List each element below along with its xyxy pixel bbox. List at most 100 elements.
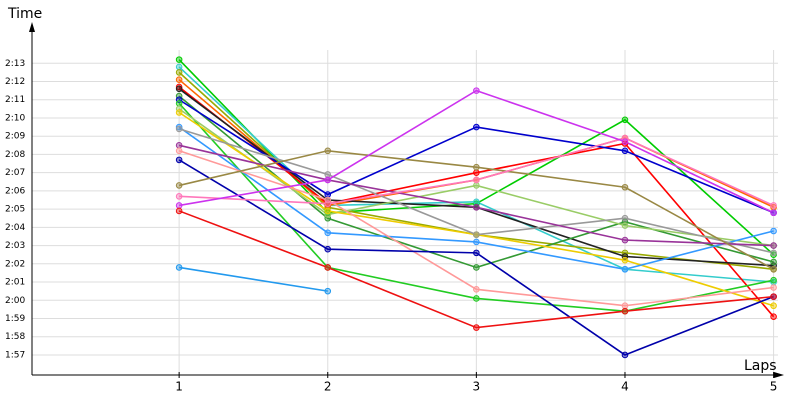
point <box>175 207 183 215</box>
point <box>621 265 629 273</box>
y-axis-label: Time <box>7 6 42 22</box>
x-tick-label: 5 <box>770 380 778 394</box>
series-line <box>178 86 775 318</box>
point <box>770 276 777 284</box>
point <box>770 265 777 273</box>
point <box>473 182 480 189</box>
point <box>621 302 629 310</box>
point <box>770 293 777 300</box>
point <box>770 209 777 217</box>
x-tick-label: 2 <box>324 380 332 394</box>
point <box>175 123 183 131</box>
point <box>473 324 480 331</box>
point <box>621 222 629 229</box>
point <box>621 214 629 222</box>
y-tick-label: 2:03 <box>5 241 25 251</box>
x-tick-label: 4 <box>621 380 629 394</box>
point <box>175 63 183 71</box>
point <box>175 193 183 200</box>
point <box>473 169 480 176</box>
point <box>175 156 183 164</box>
y-tick-label: 2:04 <box>5 223 25 233</box>
point <box>324 191 332 198</box>
x-tick-label: 3 <box>473 380 481 394</box>
point <box>324 229 332 237</box>
point <box>770 302 777 310</box>
point <box>175 142 183 149</box>
point <box>175 100 183 107</box>
series-line <box>178 128 774 254</box>
series-line <box>178 126 774 271</box>
y-tick-label: 2:11 <box>5 95 25 105</box>
point <box>175 109 183 116</box>
point <box>324 287 332 295</box>
y-axis-arrow <box>29 22 35 32</box>
point <box>770 202 777 209</box>
point <box>175 125 183 133</box>
point <box>621 236 629 244</box>
point <box>621 183 629 191</box>
y-tick-label: 1:58 <box>5 332 25 342</box>
series-line <box>178 144 774 247</box>
y-tick-label: 2:01 <box>5 278 25 288</box>
y-tick-label: 2:09 <box>5 132 25 142</box>
point <box>473 87 480 94</box>
y-tick-label: 2:07 <box>5 168 25 178</box>
point <box>175 69 183 76</box>
y-tick-label: 1:57 <box>5 350 25 360</box>
point <box>621 138 629 145</box>
series-line <box>179 137 774 207</box>
y-tick-label: 2:05 <box>5 205 25 215</box>
point <box>473 295 480 302</box>
point <box>473 249 480 257</box>
x-axis-label: Laps <box>744 358 777 374</box>
series-line <box>178 150 774 307</box>
point <box>473 176 480 184</box>
y-tick-label: 2:10 <box>5 113 25 123</box>
point <box>621 116 629 124</box>
point <box>770 251 777 258</box>
point <box>770 242 777 249</box>
y-tick-label: 2:06 <box>5 186 25 196</box>
point <box>473 123 480 131</box>
y-tick-label: 2:12 <box>5 77 25 87</box>
point <box>770 284 777 291</box>
series-line <box>178 102 774 313</box>
point <box>324 264 332 271</box>
point <box>473 264 480 271</box>
point <box>324 171 332 178</box>
x-axis-arrow <box>774 372 784 378</box>
point <box>473 203 480 211</box>
point <box>175 56 183 63</box>
point <box>621 147 629 155</box>
point <box>621 307 629 315</box>
y-tick-label: 2:13 <box>5 59 25 69</box>
y-tick-label: 2:08 <box>5 150 25 160</box>
point <box>175 147 183 155</box>
series-line <box>178 149 774 270</box>
point <box>770 227 777 235</box>
y-tick-label: 2:00 <box>5 296 25 306</box>
point <box>770 249 777 257</box>
point <box>621 351 629 359</box>
point <box>175 76 183 83</box>
series-line <box>178 210 774 329</box>
series-line <box>178 89 774 214</box>
point <box>621 256 629 264</box>
point <box>324 176 332 184</box>
series-line <box>178 108 774 247</box>
point <box>770 313 777 320</box>
series-line <box>179 266 328 292</box>
point <box>473 231 480 238</box>
point <box>175 182 183 189</box>
point <box>473 238 480 246</box>
x-tick-label: 1 <box>175 380 183 394</box>
point <box>473 163 480 171</box>
point <box>324 147 332 155</box>
y-tick-label: 2:02 <box>5 259 25 269</box>
y-tick-label: 1:59 <box>5 314 25 324</box>
point <box>175 202 183 209</box>
point <box>175 83 183 91</box>
point <box>324 207 332 215</box>
